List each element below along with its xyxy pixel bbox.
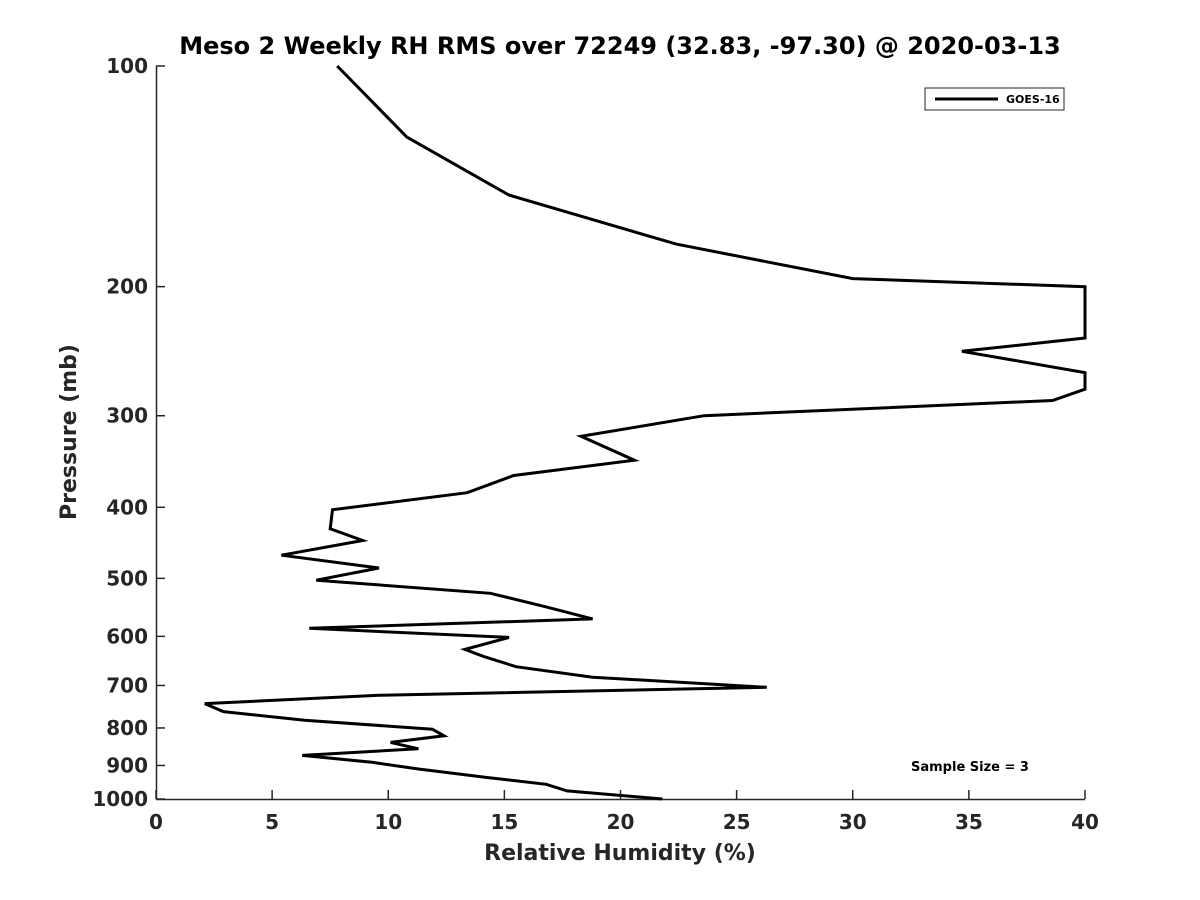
y-tick-label: 1000 xyxy=(92,787,148,811)
x-tick-label: 0 xyxy=(149,810,163,834)
y-tick-label: 700 xyxy=(106,673,148,697)
chart-title: Meso 2 Weekly RH RMS over 72249 (32.83, … xyxy=(179,32,1061,60)
series-line-goes-16 xyxy=(204,64,1087,801)
x-tick-label: 30 xyxy=(839,810,867,834)
legend-label-goes-16: GOES-16 xyxy=(1006,93,1060,106)
y-axis-ticks: 100 200 300 400 500 600 700 800 900 1000 xyxy=(92,54,165,811)
y-axis-label: Pressure (mb) xyxy=(57,344,82,520)
x-tick-label: 5 xyxy=(265,810,279,834)
legend: GOES-16 xyxy=(924,87,1065,111)
y-tick-label: 500 xyxy=(106,566,148,590)
x-tick-label: 35 xyxy=(955,810,983,834)
sample-size-annotation: Sample Size = 3 xyxy=(911,760,1029,775)
y-tick-label: 300 xyxy=(106,404,148,428)
y-tick-label: 400 xyxy=(106,495,148,519)
y-tick-label: 900 xyxy=(106,753,148,777)
y-tick-label: 100 xyxy=(106,54,148,78)
y-tick-label: 800 xyxy=(106,716,148,740)
x-tick-label: 40 xyxy=(1071,810,1099,834)
x-tick-label: 20 xyxy=(607,810,635,834)
series-layer xyxy=(204,64,1087,801)
x-tick-label: 10 xyxy=(374,810,402,834)
y-tick-label: 600 xyxy=(106,624,148,648)
x-tick-label: 15 xyxy=(490,810,518,834)
y-tick-label: 200 xyxy=(106,275,148,299)
x-axis-label: Relative Humidity (%) xyxy=(484,841,756,866)
x-axis-ticks: 0 5 10 15 20 25 30 35 40 xyxy=(149,790,1099,834)
x-tick-label: 25 xyxy=(723,810,751,834)
